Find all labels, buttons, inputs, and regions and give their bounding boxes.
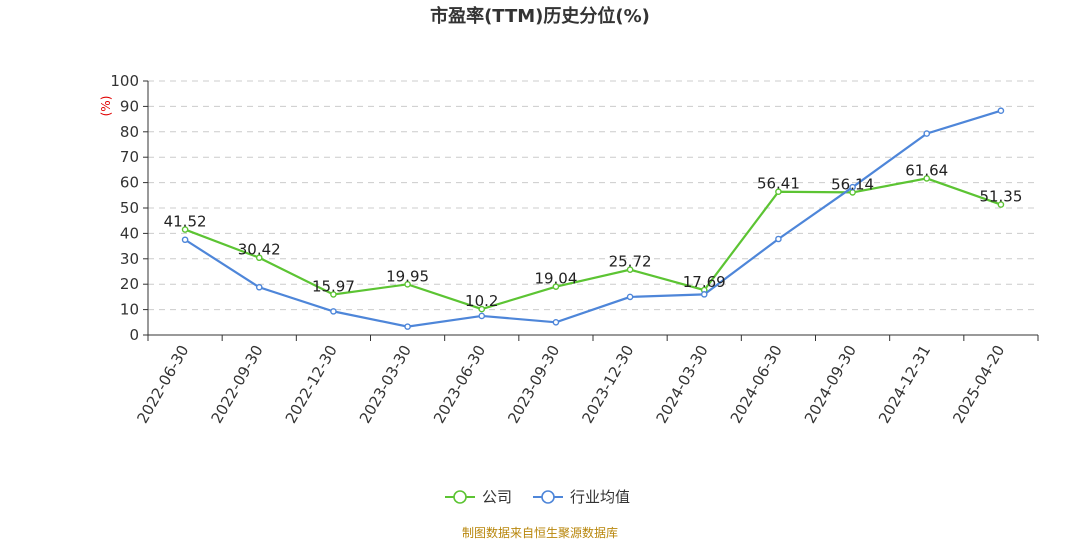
data-label: 56.41	[757, 175, 800, 193]
data-labels: 41.52 30.42 15.97 19.95 10.2 19.04 25.72 17.69 5…	[164, 161, 1023, 310]
series-point	[923, 175, 931, 182]
data-label: 51.35	[979, 188, 1022, 206]
series-point	[997, 107, 1005, 115]
y-tick-label: 30	[120, 250, 139, 268]
legend-item[interactable]: 公司	[445, 488, 512, 506]
chart-title: 市盈率(TTM)历史分位(%)	[430, 5, 650, 27]
legend-marker	[453, 490, 467, 504]
y-tick-label: 60	[120, 174, 139, 192]
y-tick-label: 40	[120, 224, 139, 242]
series-point	[255, 283, 263, 291]
series-point	[478, 305, 486, 313]
series-point	[626, 293, 634, 301]
x-tick-label: 2023-09-30	[504, 342, 563, 427]
series-point	[478, 312, 486, 320]
y-tick-label: 80	[120, 123, 139, 141]
series	[181, 107, 1005, 330]
x-tick-label: 2023-06-30	[430, 342, 489, 427]
legend-marker	[541, 490, 555, 504]
x-tick-label: 2023-03-30	[356, 342, 415, 427]
series-point	[552, 283, 560, 290]
y-tick-label: 20	[120, 275, 139, 293]
data-label: 56.14	[831, 175, 874, 193]
series-point	[849, 183, 856, 191]
data-label: 61.64	[905, 161, 948, 179]
series-point	[923, 130, 931, 137]
x-tick-label: 2022-06-30	[133, 342, 192, 427]
series-point	[700, 291, 708, 298]
series-point	[255, 254, 263, 262]
data-label: 41.52	[164, 213, 207, 231]
y-tick-label: 100	[110, 72, 139, 90]
y-tick-label: 90	[120, 97, 139, 115]
data-label: 30.42	[238, 241, 281, 259]
x-tick-label: 2024-06-30	[727, 342, 786, 427]
data-label: 19.95	[386, 267, 429, 285]
data-label: 17.69	[683, 273, 726, 291]
x-tick-label: 2023-12-30	[578, 342, 637, 427]
x-tick-label: 2024-12-31	[875, 342, 934, 427]
series-point	[626, 266, 634, 273]
y-tick-label: 70	[120, 148, 139, 166]
x-tick-label: 2024-09-30	[801, 342, 860, 427]
y-tick-label: 10	[120, 301, 139, 319]
legend-label: 行业均值	[570, 488, 630, 506]
series-point	[552, 318, 560, 326]
grid	[148, 80, 1038, 311]
series-point	[404, 323, 411, 330]
x-tick-label: 2022-12-30	[282, 342, 341, 427]
data-label: 15.97	[312, 277, 355, 295]
series-point	[404, 281, 411, 288]
y-tick-label: 50	[120, 199, 139, 217]
data-label: 19.04	[534, 270, 577, 288]
x-tick-label: 2022-09-30	[208, 342, 267, 427]
series-point	[181, 226, 189, 233]
series-point	[997, 201, 1005, 208]
legend-label: 公司	[482, 488, 512, 506]
data-label: 25.72	[609, 253, 652, 271]
data-label: 10.2	[465, 292, 498, 310]
x-tick-label: 2025-04-20	[949, 342, 1008, 427]
x-tick-label: 2024-03-30	[653, 342, 712, 427]
y-axis-unit: (%)	[99, 96, 113, 117]
legend: 公司 行业均值	[445, 488, 630, 506]
series-point	[330, 308, 337, 315]
series-point	[181, 236, 189, 244]
series-point	[330, 291, 337, 298]
y-tick-label: 0	[129, 326, 139, 344]
series-line	[184, 177, 1002, 311]
legend-item[interactable]: 行业均值	[533, 488, 630, 506]
series-point	[775, 235, 782, 243]
source-note: 制图数据来自恒生聚源数据库	[462, 525, 618, 540]
series-line	[184, 109, 1002, 328]
series-point	[775, 188, 782, 196]
